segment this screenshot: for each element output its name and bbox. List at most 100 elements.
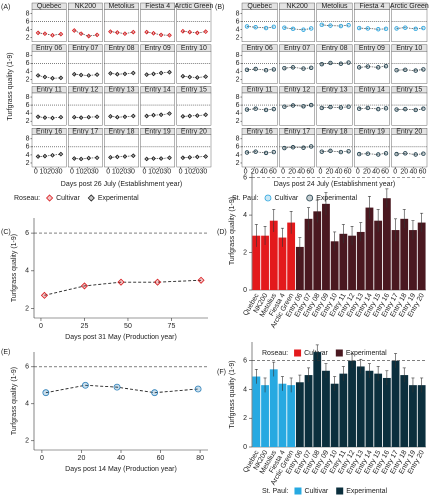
point — [203, 29, 209, 35]
facet-title: Quebec — [37, 3, 62, 10]
facet-title: Arctic Green — [174, 3, 213, 10]
x-tick-label: 20 — [363, 168, 371, 175]
point — [194, 113, 200, 118]
trend-line — [246, 26, 274, 29]
x-axis-label: Days post 24 July (Establishment year) — [274, 181, 395, 188]
y-tick-label: 4 — [236, 152, 240, 159]
point — [301, 145, 306, 150]
point — [383, 26, 389, 32]
bar — [261, 235, 269, 290]
point — [187, 74, 193, 80]
bar — [382, 377, 391, 447]
point — [421, 106, 426, 111]
trend-line — [146, 157, 170, 160]
point — [42, 389, 50, 397]
x-tick-label: 20 — [156, 168, 164, 175]
point — [421, 25, 426, 31]
point — [86, 33, 92, 39]
x-tick-label: 40 — [335, 168, 343, 175]
x-tick-label: 0 — [393, 168, 397, 175]
y-tick-label: 4 — [25, 401, 29, 408]
bar — [365, 370, 374, 447]
point — [80, 282, 89, 290]
x-tick-label: 0 — [70, 168, 74, 175]
point — [338, 23, 344, 29]
trend-line — [359, 107, 387, 110]
facet-panel — [31, 9, 67, 42]
bar — [287, 222, 296, 290]
x-tick-label: 10 — [112, 168, 120, 175]
point — [403, 106, 408, 112]
point — [71, 156, 77, 161]
legend-marker — [87, 194, 95, 202]
y-tick-label: 6 — [243, 174, 247, 181]
point — [383, 63, 389, 69]
bar — [330, 383, 339, 447]
facet-panel — [67, 92, 103, 126]
legend-title: St. Paul: — [262, 488, 289, 495]
point — [78, 31, 84, 37]
facet-title: Entry 08 — [108, 45, 134, 52]
bar — [322, 370, 330, 447]
point — [203, 112, 209, 118]
facet-panel — [104, 92, 139, 126]
point — [144, 156, 150, 162]
y-tick-label: 6 — [26, 60, 30, 67]
trend-line — [284, 27, 312, 30]
facet-title: Entry 17 — [72, 128, 98, 135]
point — [290, 65, 296, 70]
point — [144, 113, 150, 119]
point — [197, 276, 205, 284]
facet-panel — [67, 134, 103, 168]
point — [130, 153, 136, 159]
bar — [400, 218, 409, 290]
facet-title: Metolius — [321, 3, 348, 10]
point — [394, 107, 399, 112]
point — [122, 71, 128, 77]
facet-panel — [354, 92, 390, 126]
point — [308, 26, 314, 31]
point — [282, 25, 287, 30]
point — [42, 153, 48, 159]
y-axis-label: Turfgrass quality (1-9) — [7, 52, 14, 120]
point — [180, 28, 186, 34]
y-tick-label: 2 — [26, 76, 30, 83]
facet-title: Entry 20 — [396, 128, 422, 135]
point — [383, 151, 389, 156]
point — [114, 30, 120, 35]
y-tick-label: 2 — [236, 160, 240, 167]
x-tick-label: 10 — [148, 168, 156, 175]
facet-title: Fiesta 4 — [145, 3, 170, 10]
y-axis-label: Turfgrass quality (1-9) — [11, 234, 18, 302]
x-tick-label: 20 — [400, 168, 408, 175]
bar — [400, 375, 409, 447]
bar — [295, 246, 304, 290]
trend-line — [396, 152, 424, 155]
point — [394, 67, 399, 73]
point — [282, 104, 287, 109]
point — [42, 31, 48, 37]
y-tick-label: 8 — [26, 94, 30, 101]
bar — [417, 222, 426, 290]
trend-line — [321, 150, 349, 153]
bar — [295, 382, 304, 447]
bar — [409, 385, 417, 447]
x-tick-label: 0 — [281, 168, 285, 175]
facet-panel — [140, 51, 176, 84]
trend-line — [182, 114, 206, 117]
trend-line — [38, 153, 61, 157]
y-tick-label: 4 — [26, 152, 30, 159]
x-tick-label: 75 — [168, 323, 176, 330]
facet-panel — [316, 134, 353, 168]
x-tick-label: 20 — [47, 168, 55, 175]
point — [180, 114, 186, 119]
x-tick-label: 0 — [356, 168, 360, 175]
bar — [356, 231, 365, 290]
point — [194, 154, 200, 160]
point — [203, 154, 209, 159]
facet-panel — [354, 134, 390, 168]
point — [71, 71, 77, 77]
point — [413, 26, 418, 32]
y-tick-label: 0 — [243, 287, 247, 294]
point — [356, 106, 362, 111]
